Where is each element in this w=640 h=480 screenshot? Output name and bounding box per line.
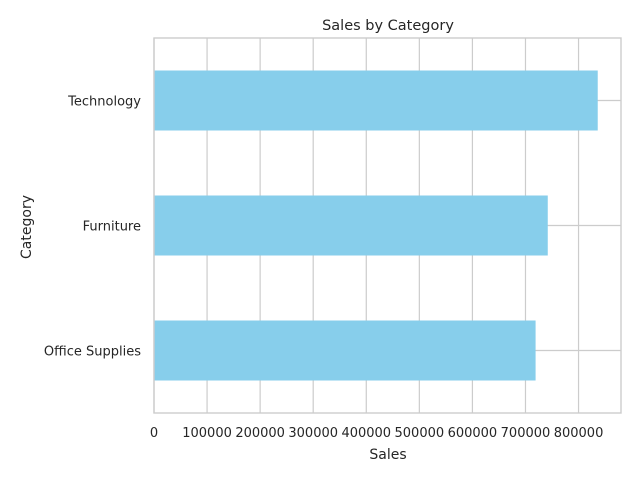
x-tick-labels: 0 100000 200000 300000 400000 500000 600000 700… (150, 426, 604, 441)
y-tick-label: Technology (67, 95, 141, 110)
x-tick-label: 300000 (288, 426, 338, 441)
chart-title: Sales by Category (322, 18, 454, 34)
x-tick-label: 0 (150, 426, 158, 441)
plot-frame (153, 37, 622, 414)
x-tick-label: 700000 (501, 426, 551, 441)
x-tick-label: 800000 (554, 426, 604, 441)
x-axis-label: Sales (369, 447, 406, 463)
y-tick-label: Furniture (83, 220, 141, 235)
y-tick-label: Office Supplies (44, 345, 141, 360)
y-tick-labels: Technology Furniture Office Supplies (44, 95, 141, 360)
bar (154, 70, 598, 131)
y-axis-label: Category (19, 195, 35, 259)
x-tick-label: 600000 (448, 426, 498, 441)
x-tick-label: 500000 (395, 426, 445, 441)
x-tick-label: 400000 (341, 426, 391, 441)
bar (154, 320, 536, 381)
bar (154, 195, 548, 256)
x-tick-label: 100000 (182, 426, 232, 441)
x-tick-label: 200000 (235, 426, 285, 441)
bar-layer (154, 70, 598, 381)
